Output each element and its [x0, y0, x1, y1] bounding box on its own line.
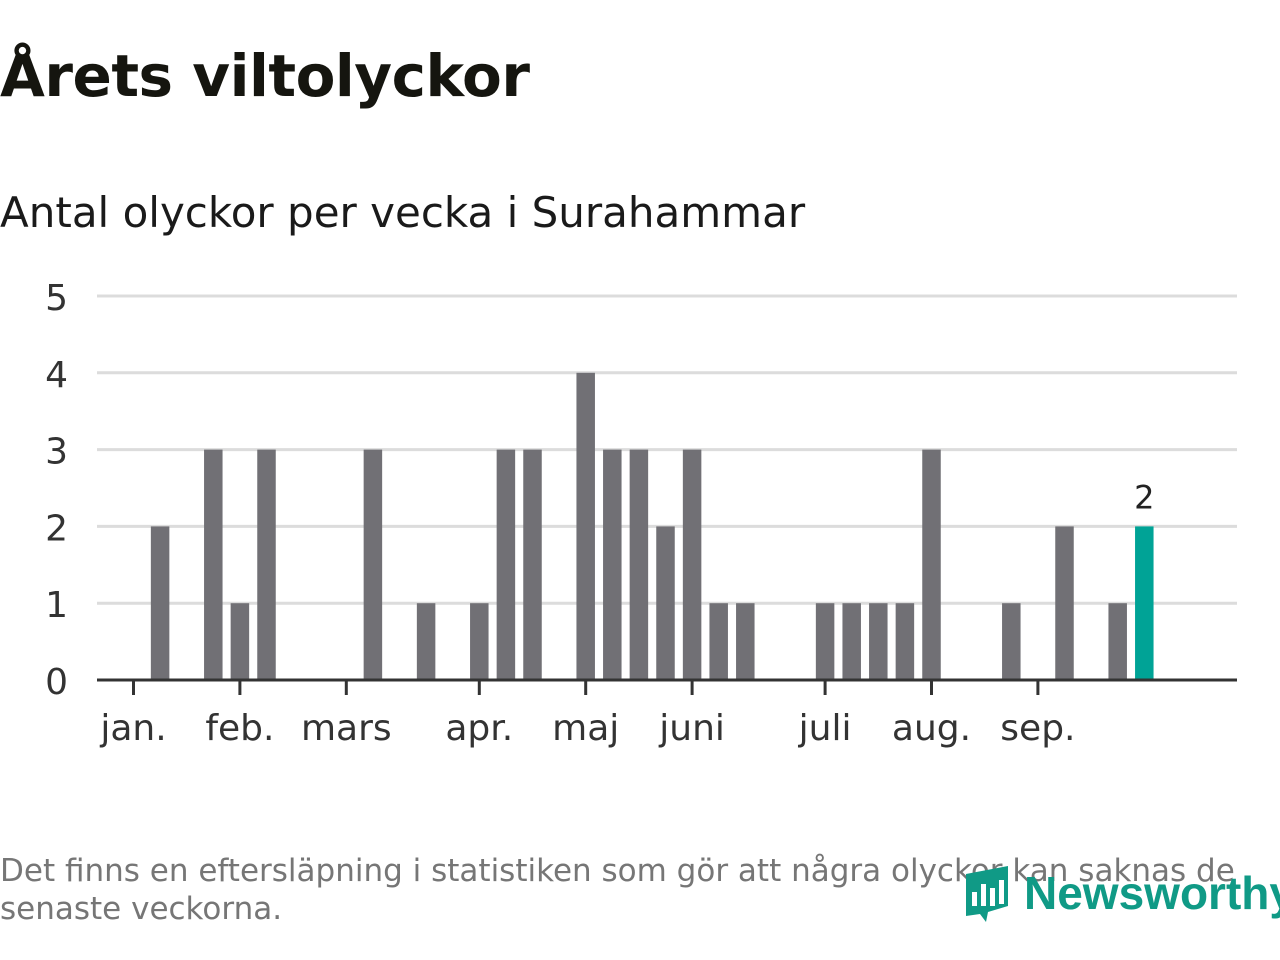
bar	[629, 449, 649, 680]
bar	[922, 449, 941, 680]
bar	[523, 449, 542, 680]
x-tick-label: juli	[798, 708, 852, 749]
footnote: Det finns en eftersläpning i statistiken…	[0, 853, 1235, 927]
bar	[869, 603, 888, 680]
bar	[842, 603, 861, 680]
y-tick-label: 2	[45, 508, 68, 549]
newsworthy-logo: Newsworthy	[962, 858, 1280, 928]
x-tick-label: juni	[658, 708, 725, 749]
data-label-highlight: 2	[1134, 478, 1154, 516]
bar	[736, 603, 755, 680]
x-tick-label: mars	[301, 708, 392, 749]
bar	[603, 449, 622, 680]
x-tick-label: jan.	[99, 708, 166, 749]
bar	[895, 603, 915, 680]
bar	[363, 449, 383, 680]
y-tick-label: 0	[45, 662, 68, 703]
bar	[416, 603, 436, 680]
x-axis: jan. feb. mars apr. maj juni juli aug. sep.	[97, 678, 1237, 749]
bar	[204, 449, 223, 680]
y-tick-label: 3	[45, 432, 68, 473]
bar	[1002, 603, 1021, 680]
y-tick-label: 4	[45, 355, 68, 396]
bar	[257, 449, 276, 680]
bar	[576, 372, 595, 680]
bar	[496, 449, 516, 680]
x-tick-label: sep.	[1000, 708, 1075, 749]
bar	[150, 526, 170, 680]
newsworthy-logo-icon	[966, 866, 1008, 922]
bars	[150, 372, 1154, 680]
data-labels: 2	[1134, 478, 1154, 516]
bar	[470, 603, 489, 680]
bar	[682, 449, 702, 680]
bar-chart: 0 1 2 3 4 5 jan. feb. mars apr. maj juni juli aug. se…	[45, 278, 1237, 749]
newsworthy-logo-text: Newsworthy	[1024, 867, 1280, 919]
bar	[1108, 603, 1127, 680]
grid-lines	[97, 294, 1237, 605]
y-tick-label: 1	[45, 585, 68, 626]
bar	[709, 603, 728, 680]
x-tick-label: aug.	[892, 708, 971, 749]
bar	[230, 603, 250, 680]
bar	[815, 603, 835, 680]
x-tick-label: maj	[552, 708, 619, 749]
x-tick-label: apr.	[445, 708, 513, 749]
bar	[656, 526, 675, 680]
bar	[1055, 526, 1074, 680]
y-tick-label: 5	[45, 278, 68, 319]
bar-highlight	[1135, 526, 1154, 680]
chart-subtitle: Antal olyckor per vecka i Surahammar	[0, 188, 806, 237]
page-title: Årets viltolyckor	[0, 42, 530, 110]
y-axis-ticks: 0 1 2 3 4 5	[45, 278, 68, 703]
x-tick-label: feb.	[205, 708, 274, 749]
